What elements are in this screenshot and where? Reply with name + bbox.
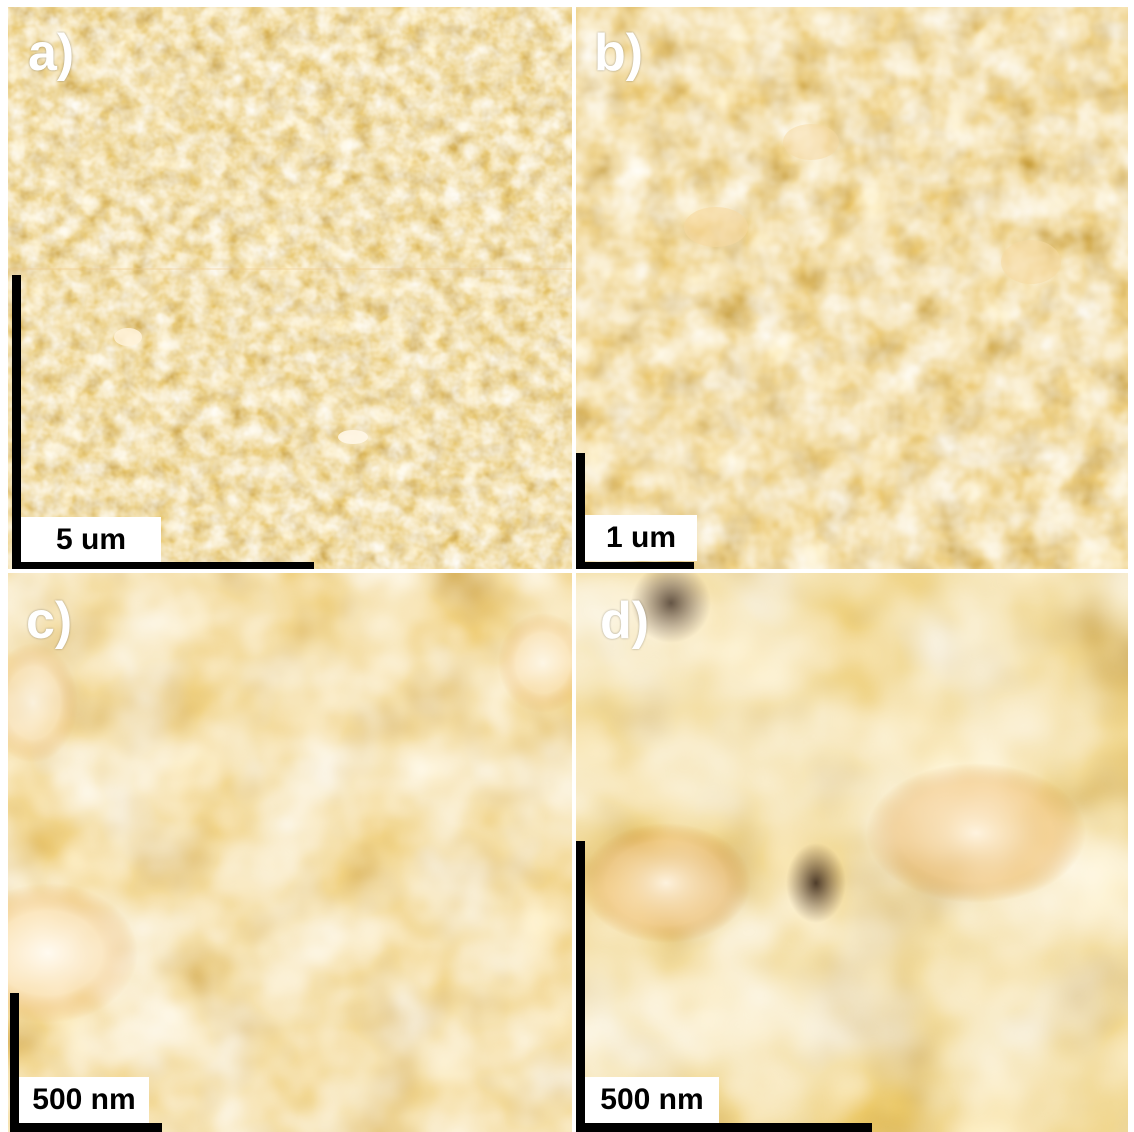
scale-bar-label-d: 500 nm: [585, 1077, 719, 1123]
panel-label-c: c): [26, 592, 73, 650]
scale-bar-label-b: 1 um: [585, 515, 697, 561]
panel-d-afm-image: d) 500 nm: [576, 573, 1128, 1132]
panel-b-afm-image: b) 1 um: [576, 7, 1128, 569]
scale-bar-horizontal-d: [576, 1123, 872, 1132]
scale-bar-vertical-a: [12, 275, 21, 569]
afm-topography-a: [8, 7, 572, 569]
scale-bar-horizontal-a: [12, 562, 314, 569]
panel-c-afm-image: c) 500 nm: [8, 573, 572, 1132]
afm-topography-c: [8, 573, 572, 1132]
scale-bar-horizontal-b: [576, 562, 694, 569]
scale-bar-horizontal-c: [10, 1123, 162, 1132]
scale-bar-label-c: 500 nm: [19, 1077, 149, 1123]
panel-a-afm-image: a) 5 um: [8, 7, 572, 569]
afm-topography-d: [576, 573, 1128, 1132]
scale-bar-label-a: 5 um: [21, 517, 161, 562]
scale-bar-vertical-c: [10, 993, 19, 1132]
afm-topography-b: [576, 7, 1128, 569]
panel-label-b: b): [594, 24, 644, 82]
scale-bar-vertical-d: [576, 841, 585, 1132]
scale-bar-vertical-b: [576, 453, 585, 569]
panel-label-d: d): [600, 592, 650, 650]
panel-label-a: a): [28, 24, 75, 82]
